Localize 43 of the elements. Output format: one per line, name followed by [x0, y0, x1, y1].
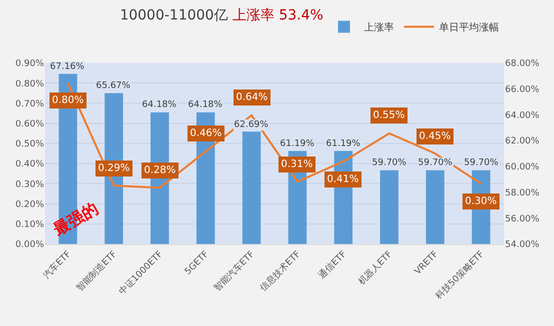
data-label: 59.70% [464, 158, 499, 168]
y-tick-label: 0.30% [15, 180, 44, 190]
y-tick-label: 0.60% [15, 119, 44, 130]
data-label: 61.19% [280, 139, 315, 149]
data-label: 67.16% [50, 62, 85, 72]
chart-title: 10000-11000亿 [120, 8, 228, 24]
y2-tick-label: 58.00% [505, 188, 540, 198]
y-tick-label: 0.80% [15, 79, 44, 90]
y-tick-label: 0.90% [15, 59, 44, 70]
legend-label: 上涨率 [364, 22, 394, 34]
y2-tick-label: 68.00% [505, 59, 540, 70]
data-label: 64.18% [188, 100, 223, 110]
data-label: 0.31% [281, 159, 313, 170]
y2-tick-label: 56.00% [505, 214, 540, 224]
data-label: 61.19% [326, 139, 361, 149]
data-label: 0.45% [419, 131, 451, 142]
data-label: 59.70% [372, 158, 407, 168]
y2-tick-label: 60.00% [505, 162, 540, 173]
data-label: 0.28% [144, 165, 176, 176]
chart-subtitle: 上涨率 53.4% [232, 8, 324, 24]
y-tick-label: 0.00% [15, 240, 44, 250]
y-tick-label: 0.10% [15, 220, 44, 230]
data-label: 59.70% [418, 158, 453, 168]
y2-tick-label: 54.00% [505, 240, 540, 250]
data-label: 0.64% [236, 92, 268, 103]
legend-label: 单日平均涨幅 [439, 22, 499, 34]
y2-tick-label: 64.00% [505, 110, 540, 121]
y-tick-label: 0.20% [15, 200, 44, 210]
y-tick-label: 0.40% [15, 160, 44, 170]
y2-tick-label: 66.00% [505, 85, 540, 96]
data-label: 0.41% [327, 174, 359, 185]
data-label: 0.30% [465, 196, 497, 207]
data-label: 0.55% [373, 110, 405, 121]
data-label: 65.67% [96, 81, 131, 91]
y2-tick-label: 62.00% [505, 136, 540, 147]
y-tick-label: 0.50% [15, 140, 44, 150]
data-label: 0.46% [190, 128, 222, 139]
data-label: 0.29% [98, 163, 130, 174]
data-label: 0.80% [52, 95, 84, 106]
data-label: 64.18% [142, 100, 177, 110]
annotation: 最强的 [49, 198, 102, 240]
data-label: 62.69% [234, 120, 269, 130]
y-tick-label: 0.70% [15, 99, 44, 110]
